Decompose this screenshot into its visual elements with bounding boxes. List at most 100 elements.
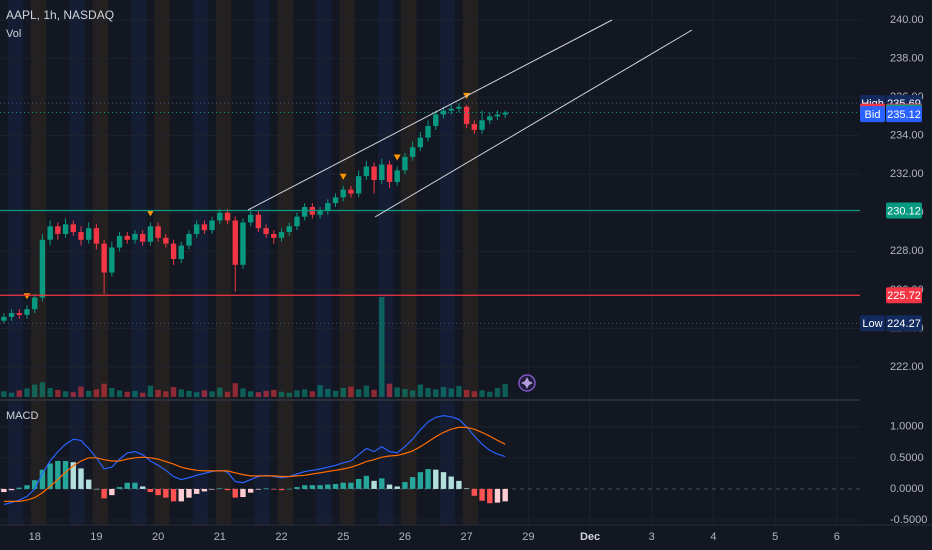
volume-bar (471, 391, 478, 397)
volume-bar (286, 392, 292, 397)
volume-bar (62, 391, 69, 397)
histogram-bar (309, 485, 316, 489)
candle-body (255, 214, 262, 229)
candle-body (39, 239, 46, 298)
x-tick-label: 18 (29, 531, 41, 543)
histogram-bar (193, 488, 200, 494)
histogram-bar (502, 488, 508, 502)
candle-body (232, 220, 238, 265)
price-badge (886, 202, 922, 219)
volume-bar (278, 391, 285, 397)
price-badge (886, 287, 922, 304)
histogram-bar (155, 488, 161, 496)
histogram-bar (62, 460, 69, 489)
histogram-bar (109, 488, 115, 496)
volume-bar (433, 389, 439, 397)
y-tick-label: 228.00 (890, 245, 924, 257)
histogram-bar (394, 486, 400, 489)
candle-body (186, 233, 192, 246)
volume-bar (332, 390, 339, 397)
candle-body (155, 226, 161, 238)
price-badge-name-box (860, 315, 885, 332)
candle-body (363, 166, 370, 177)
volume-bar (325, 388, 331, 397)
price-badge (886, 315, 922, 332)
candle-body (170, 243, 177, 260)
candle-body (440, 110, 447, 115)
channel-line (374, 29, 693, 218)
histogram-bar (433, 469, 439, 489)
y-tick-label: -0.5000 (890, 514, 927, 526)
y-tick-label: 222.00 (890, 361, 924, 373)
candle-body (355, 176, 362, 194)
price-badge-value: 230.12 (887, 205, 921, 217)
histogram-bar (232, 488, 238, 498)
candle-body (209, 220, 215, 231)
histogram-bar (24, 485, 30, 489)
candle-body (494, 114, 501, 117)
price-badge-name-box (860, 106, 885, 123)
y-tick-label: 240.00 (890, 14, 924, 26)
histogram-bar (132, 482, 138, 489)
volume-bar (479, 390, 485, 397)
x-tick-label: 6 (834, 531, 840, 543)
volume-bar (417, 384, 424, 397)
volume-bar (494, 387, 501, 397)
overlay: AAPL, 1h, NASDAQ 18 19 20 21 22 25 26 27 29 Dec 3 4 5… (6, 8, 927, 543)
volume-bar (139, 392, 146, 397)
candle-body (317, 210, 323, 215)
volume-bar (101, 383, 107, 397)
premarket-band (277, 0, 294, 525)
premarket-band (401, 0, 417, 525)
premarket-band (339, 0, 355, 525)
x-tick-label: 26 (399, 531, 411, 543)
candle-body (409, 147, 416, 157)
candle-body (471, 124, 478, 130)
assistant-icon-glyph (521, 377, 533, 389)
histogram-bar (124, 482, 130, 489)
histogram-bar (139, 486, 146, 489)
histogram-bar (479, 488, 485, 501)
candle-body (417, 137, 424, 148)
histogram-bar (425, 469, 431, 489)
chart-title: AAPL, 1h, NASDAQ (6, 8, 114, 22)
candle-body (340, 189, 346, 198)
candle-body (263, 228, 269, 234)
volume-bar (1, 391, 7, 397)
candle-body (201, 224, 208, 231)
volume-bar (178, 389, 184, 397)
volume-bar (440, 387, 447, 397)
candle-body (448, 108, 454, 111)
candle-body (147, 226, 154, 242)
histogram-bar (8, 488, 15, 491)
volume-bar (201, 390, 208, 397)
x-tick-label: 29 (522, 531, 534, 543)
candle-body (278, 232, 285, 238)
volume-bar (309, 391, 316, 397)
volume-bar (371, 389, 377, 397)
histogram-bar (178, 488, 184, 502)
signal-marker (393, 154, 401, 161)
trend-channel (247, 19, 693, 218)
volume-bar (301, 389, 308, 397)
volume-bar (386, 383, 393, 397)
candle-body (32, 297, 38, 310)
candle-body (425, 126, 431, 138)
x-tick-label: 25 (337, 531, 349, 543)
afterhours-band (192, 0, 209, 525)
histogram-bar (317, 485, 323, 489)
volume-bar (487, 391, 493, 397)
candle-body (433, 114, 439, 127)
volume-bar (132, 390, 138, 397)
histogram-bar (163, 488, 169, 498)
y-tick-label: 234.00 (890, 130, 924, 142)
histogram-bar (325, 484, 331, 489)
volume-bar (355, 389, 362, 397)
volume-bar (448, 388, 454, 397)
volume-bar (116, 390, 123, 397)
histogram-bar (93, 488, 100, 490)
histogram-bar (417, 472, 424, 489)
x-tick-label: 20 (152, 531, 164, 543)
afterhours-band (69, 0, 85, 525)
candle-body (217, 212, 223, 221)
